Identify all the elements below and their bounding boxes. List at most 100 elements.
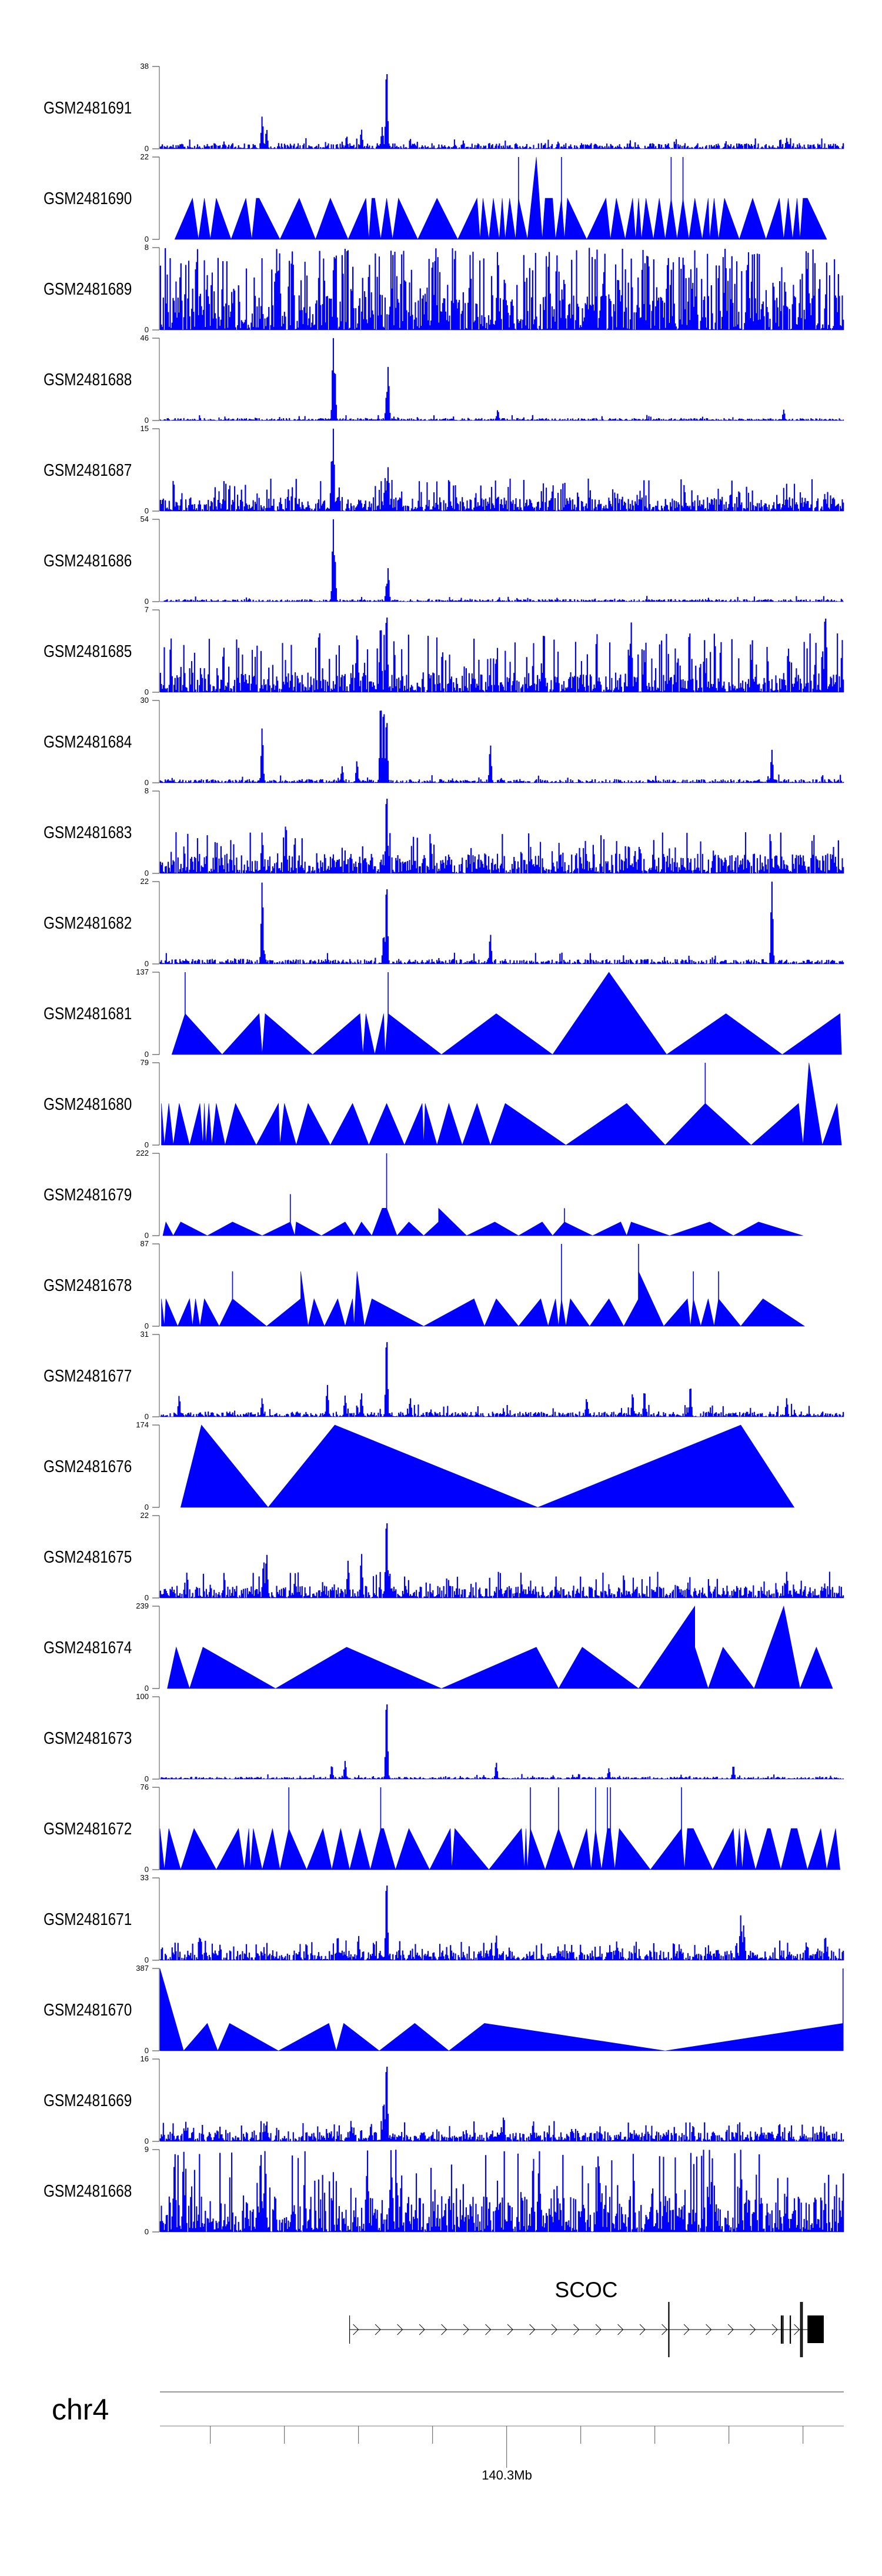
y-axis-zero-label: 0	[145, 1140, 149, 1149]
signal-area	[159, 519, 844, 602]
strand-arrow-icon	[595, 2324, 602, 2335]
track-GSM2481671: GSM2481671 33 0	[44, 1873, 844, 1964]
track-label: GSM2481682	[44, 913, 132, 932]
y-axis-max-label: 8	[145, 786, 149, 795]
y-axis-max-label: 174	[136, 1420, 149, 1429]
gene-exon	[800, 2302, 801, 2357]
strand-arrow-icon	[683, 2324, 690, 2335]
signal-area	[159, 1827, 841, 1871]
track-GSM2481688: GSM2481688 46 0	[44, 333, 844, 425]
track-GSM2481682: GSM2481682 22 0	[44, 877, 844, 968]
track-label: GSM2481671	[44, 1910, 132, 1928]
strand-arrow-icon	[662, 2324, 668, 2335]
y-axis-zero-label: 0	[145, 235, 149, 243]
track-GSM2481669: GSM2481669 16 0	[44, 2054, 844, 2145]
track-label: GSM2481677	[44, 1366, 132, 1385]
y-axis-max-label: 79	[141, 1058, 149, 1067]
y-axis-max-label: 46	[141, 333, 149, 342]
y-axis-max-label: 387	[136, 1964, 149, 1973]
track-label: GSM2481676	[44, 1457, 132, 1476]
track-label: GSM2481687	[44, 461, 132, 479]
signal-area	[174, 156, 827, 240]
track-GSM2481683: GSM2481683 8 0	[44, 786, 844, 877]
y-axis-max-label: 22	[141, 877, 149, 886]
track-label: GSM2481686	[44, 551, 132, 570]
signal-area	[159, 338, 844, 421]
track-GSM2481691: GSM2481691 38 0	[44, 62, 844, 153]
gene-exon	[782, 2315, 784, 2344]
signal-area	[161, 1062, 842, 1146]
y-axis-zero-label: 0	[145, 1774, 149, 1783]
gene-exon	[801, 2302, 803, 2357]
signal-area	[159, 74, 844, 149]
y-axis-zero-label: 0	[145, 1231, 149, 1240]
track-label: GSM2481672	[44, 1819, 132, 1838]
strand-arrow-icon	[529, 2324, 536, 2335]
strand-arrow-icon	[551, 2324, 557, 2335]
track-GSM2481686: GSM2481686 54 0	[44, 515, 844, 606]
strand-arrow-icon	[771, 2324, 778, 2335]
y-axis-max-label: 76	[141, 1783, 149, 1791]
track-GSM2481689: GSM2481689 8 0	[44, 243, 844, 334]
track-GSM2481670: GSM2481670 387 0	[44, 1964, 844, 2055]
y-axis-zero-label: 0	[145, 1322, 149, 1330]
y-axis-max-label: 22	[141, 1511, 149, 1520]
y-axis-max-label: 100	[136, 1692, 149, 1701]
signal-area	[159, 618, 844, 693]
track-GSM2481678: GSM2481678 87 0	[44, 1239, 806, 1330]
strand-arrow-icon	[463, 2324, 469, 2335]
track-label: GSM2481678	[44, 1276, 132, 1294]
y-axis-max-label: 8	[145, 243, 149, 252]
y-axis-zero-label: 0	[145, 1503, 149, 1511]
track-label: GSM2481685	[44, 642, 132, 660]
track-GSM2481672: GSM2481672 76 0	[44, 1783, 841, 1874]
signal-area	[159, 1342, 844, 1417]
strand-arrow-icon	[617, 2324, 624, 2335]
track-GSM2481687: GSM2481687 15 0	[44, 424, 844, 515]
signal-area	[159, 1523, 844, 1599]
strand-arrow-icon	[573, 2324, 580, 2335]
gene-track: SCOC	[349, 2278, 824, 2357]
y-axis-zero-label: 0	[145, 2046, 149, 2055]
track-label: GSM2481684	[44, 732, 132, 751]
strand-arrow-icon	[727, 2324, 734, 2335]
signal-area	[159, 1704, 844, 1780]
track-GSM2481684: GSM2481684 30 0	[44, 696, 844, 787]
signal-area	[180, 1424, 795, 1508]
track-label: GSM2481681	[44, 1004, 132, 1023]
signal-area	[159, 248, 844, 331]
signal-tracks: GSM2481691380GSM2481690220GSM248168980GS…	[44, 62, 844, 2236]
signal-area	[159, 2067, 844, 2142]
gene-exon	[807, 2315, 824, 2343]
track-label: GSM2481690	[44, 189, 132, 208]
y-axis-zero-label: 0	[145, 1865, 149, 1874]
y-axis-zero-label: 0	[145, 597, 149, 606]
y-axis-max-label: 15	[141, 424, 149, 433]
signal-area	[162, 1207, 803, 1236]
signal-area	[159, 428, 844, 512]
track-label: GSM2481680	[44, 1095, 132, 1113]
y-axis-max-label: 33	[141, 1873, 149, 1882]
y-axis-max-label: 7	[145, 605, 149, 614]
strand-arrow-icon	[485, 2324, 492, 2335]
track-label: GSM2481688	[44, 370, 132, 389]
gene-name-label: SCOC	[555, 2278, 618, 2302]
y-axis-max-label: 16	[141, 2054, 149, 2063]
y-axis-max-label: 87	[141, 1239, 149, 1248]
y-axis-zero-label: 0	[145, 869, 149, 877]
track-GSM2481674: GSM2481674 239 0	[44, 1601, 833, 1693]
track-GSM2481680: GSM2481680 79 0	[44, 1058, 842, 1149]
y-axis-max-label: 22	[141, 152, 149, 161]
signal-area	[167, 1605, 833, 1690]
track-GSM2481677: GSM2481677 31 0	[44, 1330, 844, 1421]
y-axis-zero-label: 0	[145, 1412, 149, 1421]
strand-arrow-icon	[375, 2324, 381, 2335]
y-axis-zero-label: 0	[145, 688, 149, 696]
y-axis-zero-label: 0	[145, 506, 149, 515]
track-label: GSM2481689	[44, 279, 132, 298]
strand-arrow-icon	[397, 2324, 403, 2335]
track-label: GSM2481668	[44, 2181, 132, 2200]
y-axis-max-label: 9	[145, 2145, 149, 2154]
y-axis-zero-label: 0	[145, 1593, 149, 1602]
